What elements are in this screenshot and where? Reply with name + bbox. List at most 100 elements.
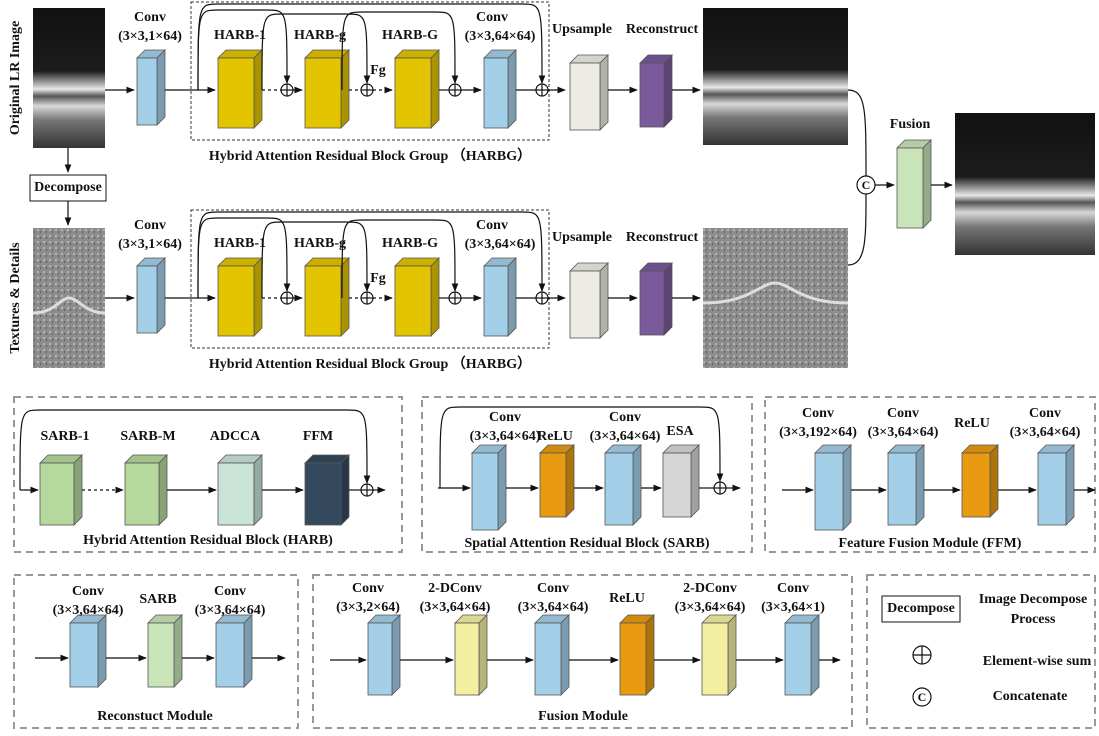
block-front — [368, 623, 392, 695]
block-side — [498, 445, 506, 530]
block — [472, 445, 506, 530]
block — [535, 615, 569, 695]
block-side — [174, 615, 182, 687]
block-side — [664, 263, 672, 335]
block-side — [843, 445, 851, 530]
block — [125, 455, 167, 525]
label: Reconstruct — [626, 22, 699, 37]
block-side — [431, 50, 439, 128]
label: 2-DConv — [428, 581, 482, 596]
block-front — [484, 266, 508, 336]
label: (3×3,64×64) — [465, 29, 536, 44]
block — [540, 445, 574, 517]
label: Conv — [489, 410, 521, 425]
label: (3×3,64×64) — [868, 425, 939, 440]
label: Upsample — [552, 22, 612, 37]
label: (3×3,192×64) — [779, 425, 857, 440]
label: HARB-g — [294, 236, 346, 251]
label: (3×3,2×64) — [336, 600, 400, 615]
block-side — [916, 445, 924, 525]
label: (3×3,1×64) — [118, 237, 182, 252]
block-side — [691, 445, 699, 517]
module-panel — [422, 397, 752, 552]
block-front — [570, 271, 600, 338]
label: ReLU — [609, 591, 645, 606]
block — [137, 258, 165, 333]
block — [148, 615, 182, 687]
block-side — [479, 615, 487, 695]
block — [888, 445, 924, 525]
block — [70, 615, 106, 687]
label: (3×3,64×64) — [1010, 425, 1081, 440]
label: Conv — [802, 406, 834, 421]
label: Image Decompose — [979, 592, 1087, 607]
block — [218, 455, 262, 525]
label: ReLU — [537, 429, 573, 444]
label: Feature Fusion Module (FFM) — [839, 536, 1022, 551]
block — [395, 258, 439, 336]
block — [305, 455, 349, 525]
label: HARB-g — [294, 28, 346, 43]
block — [620, 615, 654, 695]
block-side — [254, 50, 262, 128]
label: Conv — [609, 410, 641, 425]
label: 2-DConv — [683, 581, 737, 596]
label: HARB-1 — [214, 28, 266, 43]
block-side — [561, 615, 569, 695]
block — [40, 455, 82, 525]
output-image — [703, 228, 848, 368]
block — [640, 55, 672, 127]
label: Conv — [1029, 406, 1061, 421]
label: (3×3,64×64) — [590, 429, 661, 444]
block — [897, 140, 931, 228]
block — [368, 615, 400, 695]
block-side — [431, 258, 439, 336]
label: SARB-1 — [40, 429, 89, 444]
block — [702, 615, 736, 695]
label: Conv — [134, 10, 166, 25]
connector — [848, 194, 866, 265]
label: Conv — [72, 584, 104, 599]
label: (3×3,64×1) — [761, 600, 825, 615]
block-side — [728, 615, 736, 695]
label: Conv — [777, 581, 809, 596]
label: Conv — [476, 10, 508, 25]
label: Textures & Details — [8, 242, 23, 354]
block-side — [633, 445, 641, 525]
block-side — [98, 615, 106, 687]
block-side — [254, 258, 262, 336]
label: HARB-G — [382, 236, 438, 251]
block-front — [395, 266, 431, 336]
block-side — [244, 615, 252, 687]
block-side — [508, 50, 516, 128]
block-front — [70, 623, 98, 687]
label: SARB — [139, 592, 176, 607]
block — [218, 50, 262, 128]
block-side — [923, 140, 931, 228]
block-side — [600, 55, 608, 130]
block-front — [702, 623, 728, 695]
input-image — [33, 8, 105, 148]
block-side — [600, 263, 608, 338]
label: Fusion Module — [538, 709, 628, 724]
block-side — [392, 615, 400, 695]
label: C — [862, 178, 871, 192]
label: Original LR Image — [8, 21, 23, 135]
fused-image — [955, 113, 1095, 255]
block-front — [137, 58, 157, 125]
label: (3×3,64×64) — [675, 600, 746, 615]
block-front — [216, 623, 244, 687]
label: SARB-M — [120, 429, 175, 444]
label: Conv — [134, 218, 166, 233]
block-front — [472, 453, 498, 530]
block-side — [1066, 445, 1074, 525]
block-front — [663, 453, 691, 517]
label: (3×3,64×64) — [195, 603, 266, 618]
label: Conv — [476, 218, 508, 233]
block-side — [74, 455, 82, 525]
label: Process — [1011, 612, 1056, 627]
label: Hybrid Attention Residual Block (HARB) — [83, 533, 333, 548]
block — [137, 50, 165, 125]
block-front — [305, 266, 341, 336]
block-front — [962, 453, 990, 517]
